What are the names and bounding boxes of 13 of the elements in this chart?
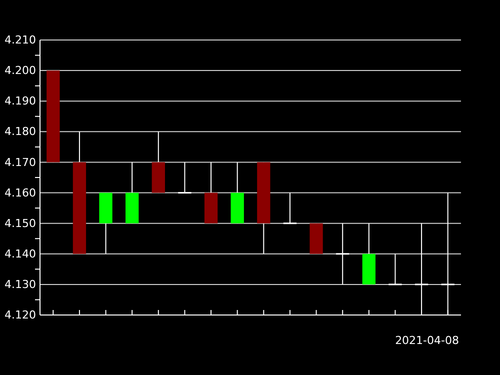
y-tick-label: 4.190 <box>4 94 36 108</box>
text: 2021-04-08 <box>395 334 459 347</box>
y-tick-label: 4.200 <box>4 64 36 78</box>
y-tick-label: 4.120 <box>4 308 36 322</box>
y-tick-label: 4.140 <box>4 247 36 260</box>
candlestick <box>335 222 350 285</box>
y-tick-label: 4.160 <box>4 186 36 200</box>
y-tick-label: 4.170 <box>4 156 36 169</box>
y-tick-label: 4.150 <box>4 216 36 230</box>
candlestick <box>282 192 298 224</box>
y-tick-label: 4.180 <box>4 125 36 138</box>
y-tick-label: 4.210 <box>4 34 36 47</box>
y-tick-label: 4.130 <box>4 278 36 291</box>
